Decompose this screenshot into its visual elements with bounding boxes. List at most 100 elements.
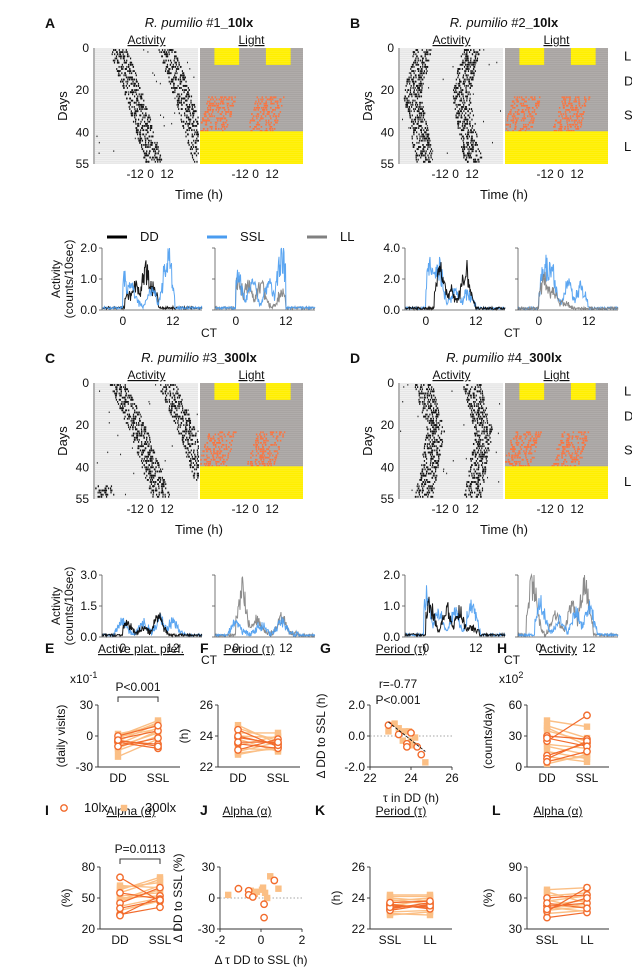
activity-mark (138, 430, 140, 433)
activity-mark (129, 97, 132, 100)
activity-mark (126, 97, 128, 100)
activity-mark (415, 59, 417, 62)
activity-mark (194, 110, 197, 113)
activity-mark (121, 400, 123, 403)
ssl-light-mark (574, 126, 577, 128)
activity-mark (125, 68, 127, 70)
activity-mark (124, 388, 126, 391)
activity-mark (475, 453, 477, 456)
y-axis-label: Days (55, 91, 70, 121)
activity-mark (145, 152, 148, 155)
ssl-light-mark (582, 113, 584, 115)
ssl-light-mark (204, 113, 207, 115)
activity-mark (469, 125, 471, 127)
activity-mark (146, 460, 148, 462)
activity-mark (411, 65, 413, 68)
activity-mark (465, 55, 467, 58)
activity-mark (132, 65, 135, 68)
activity-mark (137, 84, 140, 87)
ssl-light-mark (575, 109, 577, 111)
ssl-light-mark (265, 102, 268, 105)
activity-mark (154, 481, 156, 483)
activity-mark (472, 70, 474, 72)
activity-mark (465, 70, 467, 72)
ssl-light-mark (270, 102, 272, 105)
ssl-light-mark (563, 98, 565, 101)
activity-mark (151, 466, 153, 469)
activity-mark (135, 89, 137, 91)
activity-mark (423, 392, 425, 395)
activity-mark (102, 493, 104, 496)
activity-mark (110, 489, 112, 492)
activity-mark (477, 476, 479, 479)
activity-mark (423, 464, 425, 467)
activity-mark (145, 466, 147, 469)
activity-mark (417, 158, 419, 161)
activity-mark (411, 95, 413, 98)
activity-mark (467, 63, 469, 66)
activity-mark (479, 398, 482, 401)
activity-mark (122, 84, 124, 87)
activity-mark (143, 472, 146, 475)
activity-mark (177, 388, 179, 391)
ssl-light-mark (212, 450, 215, 453)
ssl-light-mark (575, 113, 578, 115)
activity-mark (468, 108, 471, 110)
activity-mark (184, 84, 186, 87)
activity-mark (144, 146, 147, 148)
activity-mark (122, 82, 125, 85)
activity-mark (474, 160, 476, 163)
activity-mark (464, 125, 466, 127)
activity-mark (189, 426, 192, 429)
activity-mark (179, 405, 181, 407)
activity-mark (139, 413, 141, 416)
activity-mark (420, 156, 422, 159)
ssl-light-mark (219, 107, 222, 109)
activity-mark (434, 460, 436, 462)
activity-mark (133, 415, 135, 418)
ssl-light-mark (522, 119, 525, 122)
ssl-light-mark (257, 107, 259, 109)
ssl-light-mark (224, 128, 226, 130)
activity-mark (467, 392, 469, 395)
ssl-light-mark (249, 121, 251, 124)
activity-mark (418, 93, 420, 96)
activity-mark (472, 417, 474, 420)
ssl-light-mark (566, 123, 569, 126)
activity-mark (476, 133, 478, 136)
activity-mark (424, 65, 426, 68)
activity-mark (427, 392, 429, 395)
activity-mark (421, 470, 424, 473)
activity-mark (433, 426, 435, 429)
ssl-light-mark (265, 96, 267, 99)
activity-mark (409, 116, 411, 119)
activity-mark (115, 392, 117, 395)
activity-mark (147, 131, 149, 134)
activity-mark (176, 407, 178, 410)
activity-mark (490, 424, 492, 426)
ssl-light-mark (211, 102, 214, 105)
activity-mark (490, 430, 492, 433)
ssl-light-mark (259, 456, 261, 459)
activity-mark (466, 68, 468, 70)
activity-mark (423, 72, 425, 75)
activity-mark (182, 411, 185, 414)
activity-mark (425, 472, 428, 475)
activity-mark (463, 51, 466, 54)
ssl-light-mark (520, 102, 523, 105)
activity-mark (441, 441, 444, 443)
activity-mark (192, 474, 195, 477)
ssl-light-mark (519, 128, 522, 130)
activity-mark (188, 424, 190, 426)
activity-mark (148, 127, 150, 129)
activity-mark (410, 84, 412, 87)
ssl-light-mark (218, 465, 220, 467)
activity-mark (483, 419, 485, 422)
activity-mark (123, 87, 125, 89)
activity-mark (141, 441, 143, 443)
activity-mark (432, 398, 434, 401)
activity-mark (467, 93, 469, 96)
activity-mark (457, 125, 459, 127)
activity-mark (187, 447, 189, 450)
activity-mark (464, 84, 466, 87)
